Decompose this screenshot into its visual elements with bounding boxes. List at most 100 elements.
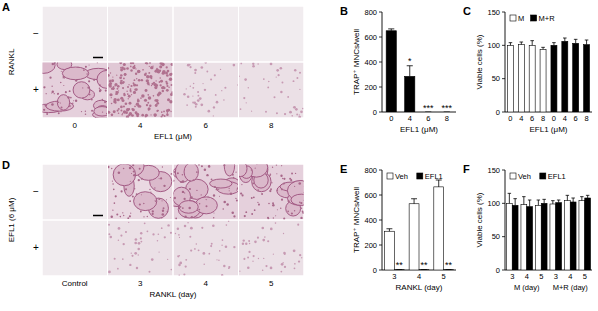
cell [265,265,267,267]
cell [52,91,54,93]
cell [108,166,110,168]
cell [125,102,128,105]
cell [289,111,292,114]
cell [223,201,226,204]
y-tick-label: 400 [364,58,377,67]
cell [85,114,87,116]
cell [153,113,156,116]
y-axis [505,12,506,112]
cell [144,73,147,76]
cell [196,202,197,203]
y-tick-label: 150 [487,8,500,17]
error-bar [528,200,531,207]
cell [144,222,146,224]
cell [130,85,132,87]
cell [267,217,269,219]
cell [248,87,249,88]
y-tick-label: 200 [364,241,377,250]
cell [190,227,193,230]
cell [73,100,74,101]
cell [154,114,157,117]
cell [128,108,130,110]
cell [281,263,284,266]
cell [201,227,203,229]
cell [91,99,93,101]
cell [223,99,225,101]
cell [86,73,87,74]
cell [253,196,255,198]
cell [171,269,173,271]
cell [145,116,147,118]
cell [123,110,126,113]
cell [277,190,279,192]
cell [124,73,127,76]
y-tick-label: 50 [492,74,500,83]
cell [87,87,89,89]
cell [119,63,122,65]
cell [239,271,240,272]
cell [160,81,161,82]
cell [136,193,138,195]
y-tick-label: 50 [492,232,500,241]
cell [283,233,284,234]
micrograph-image [43,221,108,276]
cell [45,104,47,106]
cell [109,93,112,96]
significance: * [408,56,412,66]
legend-swatch [531,15,537,21]
error-bar [388,29,394,31]
cell [89,94,91,96]
cell [291,194,304,205]
cell [138,105,141,108]
cell [190,249,192,251]
cell [302,210,304,212]
cell [192,87,194,89]
cell [108,233,110,235]
cell [223,165,225,167]
plot-area [506,193,590,270]
cell [198,209,200,211]
scale-bar [93,215,103,217]
legend-label: EFL1 [425,172,443,181]
cell [193,83,194,84]
cell [72,103,73,104]
cell [164,236,166,238]
bar [535,205,541,270]
cell [138,254,139,255]
cell [192,95,193,96]
cell [129,112,132,115]
cell [81,111,82,112]
error-bar [522,197,525,205]
cell [153,82,155,84]
cell [196,190,197,191]
cell [205,205,207,207]
cell [139,203,141,205]
bar [550,204,556,270]
cell [252,182,254,184]
error-bar [386,229,392,232]
cell [146,79,149,82]
column-label: 6 [204,121,209,130]
cell [239,75,240,76]
cell [143,216,144,217]
bar [384,231,394,270]
cell [283,252,286,255]
micrograph-image [239,221,304,276]
cell [283,183,285,185]
cell [126,108,129,111]
cell [222,208,224,210]
cell [128,95,131,98]
bar [518,45,524,112]
cell [147,94,149,96]
cell [118,227,121,230]
cell [126,91,127,92]
cell [58,112,60,114]
cell [300,217,302,219]
cell [272,167,273,168]
micrograph [174,63,239,118]
legend-label: M+R [539,14,556,23]
panel-label: A [2,1,10,13]
cell [174,171,176,173]
cell [148,72,150,74]
cell [120,216,122,218]
